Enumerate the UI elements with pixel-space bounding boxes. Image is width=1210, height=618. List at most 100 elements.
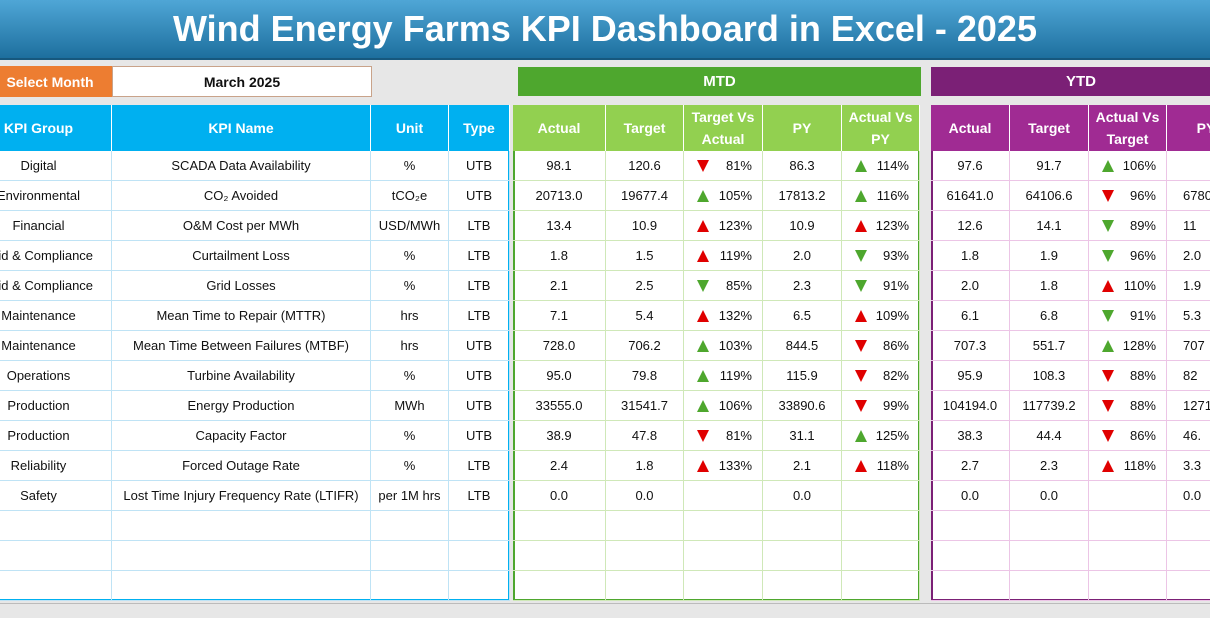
arrow-down [1102, 189, 1114, 202]
table-cell: USD/MWh [371, 211, 449, 241]
table-cell: LTB [449, 451, 510, 481]
table-cell [371, 511, 449, 541]
table-cell: 47.8 [606, 421, 684, 451]
table-cell [1167, 541, 1210, 571]
percent-cell: 110% [1089, 271, 1167, 301]
arrow-down [1102, 219, 1114, 232]
table-cell: 11 [1167, 211, 1210, 241]
table-cell: UTB [449, 181, 510, 211]
table-cell [1167, 151, 1210, 181]
table-cell [684, 571, 763, 601]
percent-text: 118% [1123, 458, 1156, 473]
column-header: PY [763, 105, 842, 151]
percent-text: 118% [876, 458, 909, 473]
table-cell: per 1M hrs [371, 481, 449, 511]
percent-text: 82% [882, 368, 909, 383]
table-cell: UTB [449, 361, 510, 391]
percent-text: 96% [1129, 188, 1156, 203]
table-cell [112, 571, 371, 601]
arrow-shape [1102, 249, 1114, 262]
table-cell: CO₂ Avoided [112, 181, 371, 211]
percent-text: 85% [725, 278, 752, 293]
table-cell: 0.0 [606, 481, 684, 511]
table-cell: % [371, 271, 449, 301]
percent-text: 110% [1123, 278, 1156, 293]
table-cell: 2.5 [606, 271, 684, 301]
table-cell [931, 511, 1010, 541]
table-cell: Lost Time Injury Frequency Rate (LTIFR) [112, 481, 371, 511]
table-cell [371, 571, 449, 601]
table-cell: 707 [1167, 331, 1210, 361]
table-cell: Digital [0, 151, 112, 181]
percent-cell: 123% [842, 211, 920, 241]
percent-cell: 106% [1089, 151, 1167, 181]
percent-cell: 106% [684, 391, 763, 421]
table-cell [842, 511, 920, 541]
table-cell [842, 481, 920, 511]
table-cell: 33555.0 [513, 391, 606, 421]
table-cell: 0.0 [1010, 481, 1089, 511]
table-cell [371, 541, 449, 571]
column-header: Target [606, 105, 684, 151]
percent-text: 89% [1129, 218, 1156, 233]
percent-text: 106% [718, 398, 752, 413]
table-cell [449, 511, 510, 541]
filter-label: Select Month [0, 66, 112, 97]
month-select[interactable]: March 2025 [112, 66, 372, 97]
column-header: Actual [513, 105, 606, 151]
arrow-up [855, 429, 867, 442]
arrow-shape [1102, 309, 1114, 322]
table-cell: 6.5 [763, 301, 842, 331]
percent-cell: 128% [1089, 331, 1167, 361]
table-cell: UTB [449, 391, 510, 421]
table-cell: 115.9 [763, 361, 842, 391]
table-cell: Grid & Compliance [0, 271, 112, 301]
arrow-up [697, 399, 709, 412]
table-cell: 17813.2 [763, 181, 842, 211]
column-header: PY [1167, 105, 1210, 151]
percent-cell: 132% [684, 301, 763, 331]
table-cell [931, 541, 1010, 571]
percent-cell: 82% [842, 361, 920, 391]
arrow-down [855, 279, 867, 292]
table-cell: Mean Time Between Failures (MTBF) [112, 331, 371, 361]
table-cell: 707.3 [931, 331, 1010, 361]
table-cell: UTB [449, 421, 510, 451]
percent-cell: 81% [684, 151, 763, 181]
arrow-down [855, 339, 867, 352]
table-cell: 13.4 [513, 211, 606, 241]
column-header: Target [1010, 105, 1089, 151]
table-cell: 0.0 [513, 481, 606, 511]
percent-text: 86% [1129, 428, 1156, 443]
arrow-down [855, 369, 867, 382]
percent-cell: 85% [684, 271, 763, 301]
table-cell: % [371, 151, 449, 181]
percent-text: 132% [718, 308, 752, 323]
table-cell [449, 571, 510, 601]
arrow-shape [697, 249, 709, 262]
arrow-down [855, 399, 867, 412]
table-cell: 551.7 [1010, 331, 1089, 361]
arrow-up [697, 369, 709, 382]
arrow-shape [1102, 159, 1114, 172]
percent-cell: 114% [842, 151, 920, 181]
table-cell [763, 511, 842, 541]
table-cell: 1.8 [1010, 271, 1089, 301]
table-cell: 104194.0 [931, 391, 1010, 421]
arrow-shape [1102, 189, 1114, 202]
percent-cell: 125% [842, 421, 920, 451]
percent-text: 86% [882, 338, 909, 353]
table-cell: Production [0, 421, 112, 451]
arrow-up [697, 219, 709, 232]
mtd-banner: MTD [518, 67, 921, 96]
percent-text: 91% [1129, 308, 1156, 323]
percent-text: 103% [718, 338, 752, 353]
percent-cell: 88% [1089, 361, 1167, 391]
percent-cell: 133% [684, 451, 763, 481]
table-cell: 844.5 [763, 331, 842, 361]
percent-cell: 109% [842, 301, 920, 331]
table-cell: LTB [449, 271, 510, 301]
arrow-shape [697, 279, 709, 292]
table-body [0, 105, 510, 601]
table-cell [842, 541, 920, 571]
